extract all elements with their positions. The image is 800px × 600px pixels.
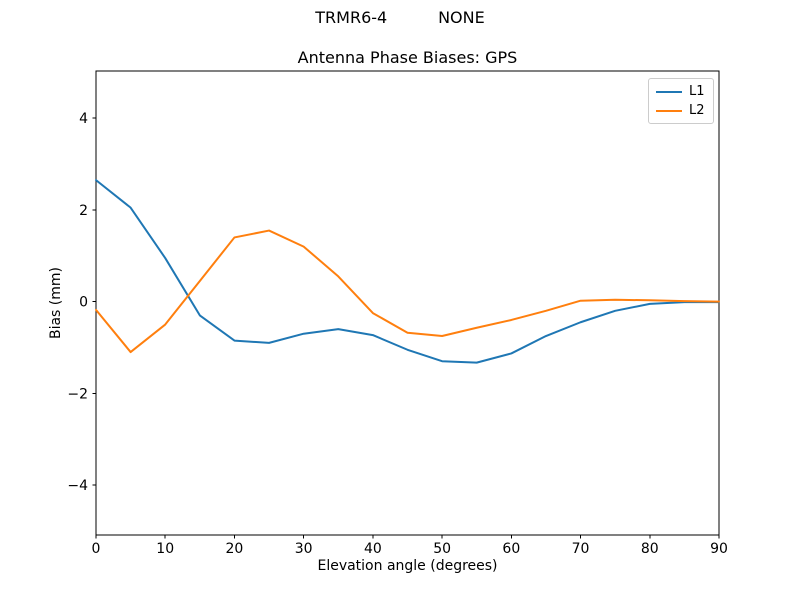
series-line-l1 xyxy=(95,179,720,364)
y-axis-label: Bias (mm) xyxy=(48,266,64,340)
figure-suptitle: TRMR6-4 NONE xyxy=(315,8,485,27)
x-tick-label: 10 xyxy=(156,541,174,557)
x-axis-label: Elevation angle (degrees) xyxy=(317,558,498,574)
legend-item-l1: L1 xyxy=(656,84,707,99)
y-tick-label: −4 xyxy=(67,478,88,494)
x-tick-label: 60 xyxy=(502,541,520,557)
x-tick-label: 20 xyxy=(226,541,244,557)
x-tick-label: 0 xyxy=(92,541,101,557)
x-tick-label: 90 xyxy=(710,541,728,557)
plot-border xyxy=(95,70,720,536)
y-tick-label: −2 xyxy=(67,386,88,402)
x-tick-label: 30 xyxy=(295,541,313,557)
y-tick-label: 2 xyxy=(79,203,88,219)
legend-line-swatch-l1 xyxy=(656,90,682,93)
series-line-l2 xyxy=(95,229,720,354)
legend-item-l2: L2 xyxy=(656,103,707,118)
legend-line-swatch-l2 xyxy=(656,109,682,112)
x-tick-label: 40 xyxy=(364,541,382,557)
x-tick-label: 70 xyxy=(572,541,590,557)
legend-label-l1: L1 xyxy=(689,84,705,99)
y-tick-label: 0 xyxy=(79,295,88,311)
axes-title: Antenna Phase Biases: GPS xyxy=(297,48,518,67)
legend: L1 L2 xyxy=(648,78,714,124)
y-tick-label: 4 xyxy=(79,111,88,127)
x-tick-label: 50 xyxy=(433,541,451,557)
legend-label-l2: L2 xyxy=(689,103,705,118)
x-tick-label: 80 xyxy=(641,541,659,557)
